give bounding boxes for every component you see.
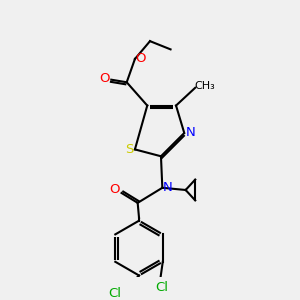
Text: O: O xyxy=(99,72,110,85)
Text: N: N xyxy=(163,181,173,194)
Text: Cl: Cl xyxy=(108,287,121,300)
Text: Cl: Cl xyxy=(155,281,168,294)
Text: O: O xyxy=(136,52,146,65)
Text: CH₃: CH₃ xyxy=(194,81,215,92)
Text: S: S xyxy=(125,143,133,157)
Text: O: O xyxy=(110,183,120,196)
Text: N: N xyxy=(185,127,195,140)
